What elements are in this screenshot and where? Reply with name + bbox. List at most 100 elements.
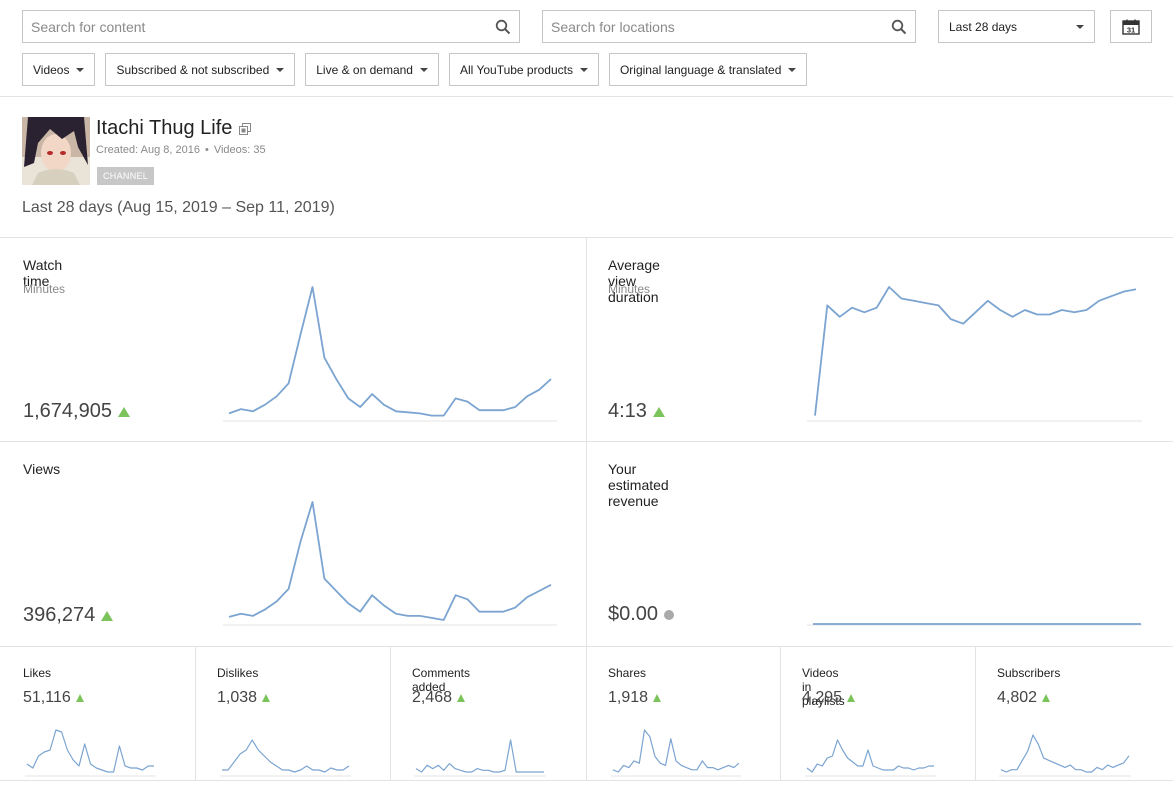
card-title: Comments added (412, 666, 471, 694)
chevron-down-icon (419, 67, 428, 72)
card-title: Your estimated revenue (608, 461, 669, 509)
created-date: Created: Aug 8, 2016 (96, 144, 200, 156)
divider (0, 646, 1173, 647)
card-title: Videos in playlists (802, 666, 845, 708)
chip-label: Live & on demand (316, 62, 413, 77)
comments-chart (414, 739, 546, 777)
chip-products[interactable]: All YouTube products (448, 53, 599, 86)
chevron-down-icon (788, 67, 797, 72)
trend-up-icon (262, 694, 271, 702)
card-title: Watch time (23, 257, 63, 289)
series-line (415, 739, 544, 773)
chip-label: Subscribed & not subscribed (116, 62, 270, 77)
location-search-input[interactable] (543, 11, 915, 42)
metric-value: 1,038 (217, 689, 271, 707)
avg-duration-chart (807, 286, 1142, 422)
chip-subscription[interactable]: Subscribed & not subscribed (105, 53, 296, 86)
revenue-chart (807, 623, 1142, 626)
trend-up-icon (117, 406, 130, 417)
metric-value: $0.00 (608, 603, 675, 626)
divider (0, 441, 1173, 442)
trend-up-icon (457, 694, 466, 702)
divider (780, 647, 781, 780)
series-line (1000, 734, 1130, 773)
views-chart (223, 501, 557, 626)
dislikes-chart (220, 739, 351, 777)
series-line (228, 501, 552, 621)
playlists-value: 4,295 (802, 689, 843, 706)
metric-value: 51,116 (23, 689, 84, 707)
series-line (612, 729, 740, 773)
divider (390, 647, 391, 780)
content-search-input[interactable] (23, 11, 519, 42)
chevron-down-icon (76, 67, 85, 72)
watch-time-value: 1,674,905 (23, 400, 112, 422)
metric-value: 4:13 (608, 400, 665, 423)
external-link-icon[interactable] (239, 122, 252, 135)
trend-up-icon (652, 406, 665, 417)
divider (975, 647, 976, 780)
metric-value: 1,674,905 (23, 400, 130, 423)
chip-live[interactable]: Live & on demand (305, 53, 439, 86)
chip-label: Videos (33, 62, 70, 77)
divider (0, 780, 1173, 781)
channel-name[interactable]: Itachi Thug Life (96, 117, 233, 139)
card-title: Likes (23, 666, 52, 680)
series-line (806, 739, 934, 773)
filter-chips: Videos Subscribed & not subscribed Live … (22, 53, 808, 86)
chevron-down-icon (276, 67, 285, 72)
chevron-down-icon (579, 67, 588, 72)
divider (586, 238, 587, 780)
series-line (222, 739, 350, 773)
dislikes-value: 1,038 (217, 689, 258, 706)
avg-duration-value: 4:13 (608, 400, 647, 422)
divider (195, 647, 196, 780)
divider (0, 237, 1173, 238)
likes-value: 51,116 (23, 689, 71, 706)
location-search-box[interactable] (542, 10, 916, 43)
watch-time-chart (223, 286, 557, 422)
card-title: Subscribers (997, 666, 1061, 680)
channel-meta: Created: Aug 8, 2016 • Videos: 35 (96, 144, 266, 156)
calendar-button[interactable]: 31 (1110, 10, 1152, 43)
search-icon[interactable] (495, 19, 511, 35)
trend-up-icon (847, 694, 856, 702)
metric-value: 4,802 (997, 689, 1051, 707)
channel-avatar-image (22, 117, 90, 185)
playlists-chart (805, 739, 936, 777)
calendar-day-text: 31 (1127, 25, 1135, 34)
series-line (228, 286, 552, 417)
trend-up-icon (653, 694, 662, 702)
views-value: 396,274 (23, 604, 96, 626)
channel-badge: CHANNEL (97, 167, 155, 185)
trend-up-icon (75, 694, 84, 702)
card-title: Shares (608, 666, 647, 680)
card-title: Views (23, 461, 61, 477)
card-title: Dislikes (217, 666, 259, 680)
metric-value: 4,295 (802, 689, 856, 707)
divider (0, 96, 1173, 97)
avatar[interactable] (22, 117, 90, 185)
card-title: Average view duration (608, 257, 660, 305)
chevron-down-icon (1076, 24, 1084, 29)
video-count: Videos: 35 (213, 144, 266, 156)
card-unit: Minutes (23, 282, 66, 296)
page-title: Itachi Thug Life (96, 117, 252, 140)
likes-chart (25, 729, 156, 777)
chip-language[interactable]: Original language & translated (608, 53, 808, 86)
date-range-heading: Last 28 days (Aug 15, 2019 – Sep 11, 201… (22, 199, 335, 216)
calendar-icon: 31 (1122, 19, 1140, 35)
chip-label: All YouTube products (459, 62, 573, 77)
trend-up-icon (1042, 694, 1051, 702)
trend-neutral-icon (664, 609, 675, 620)
search-icon[interactable] (891, 19, 907, 35)
subscribers-value: 4,802 (997, 689, 1038, 706)
subscribers-chart (999, 734, 1131, 777)
date-range-select[interactable]: Last 28 days (938, 10, 1095, 43)
trend-up-icon (101, 610, 114, 621)
shares-value: 1,918 (608, 689, 649, 706)
content-search-box[interactable] (22, 10, 520, 43)
chip-content-type[interactable]: Videos (22, 53, 96, 86)
card-unit: Minutes (608, 282, 651, 296)
series-line (26, 729, 154, 773)
